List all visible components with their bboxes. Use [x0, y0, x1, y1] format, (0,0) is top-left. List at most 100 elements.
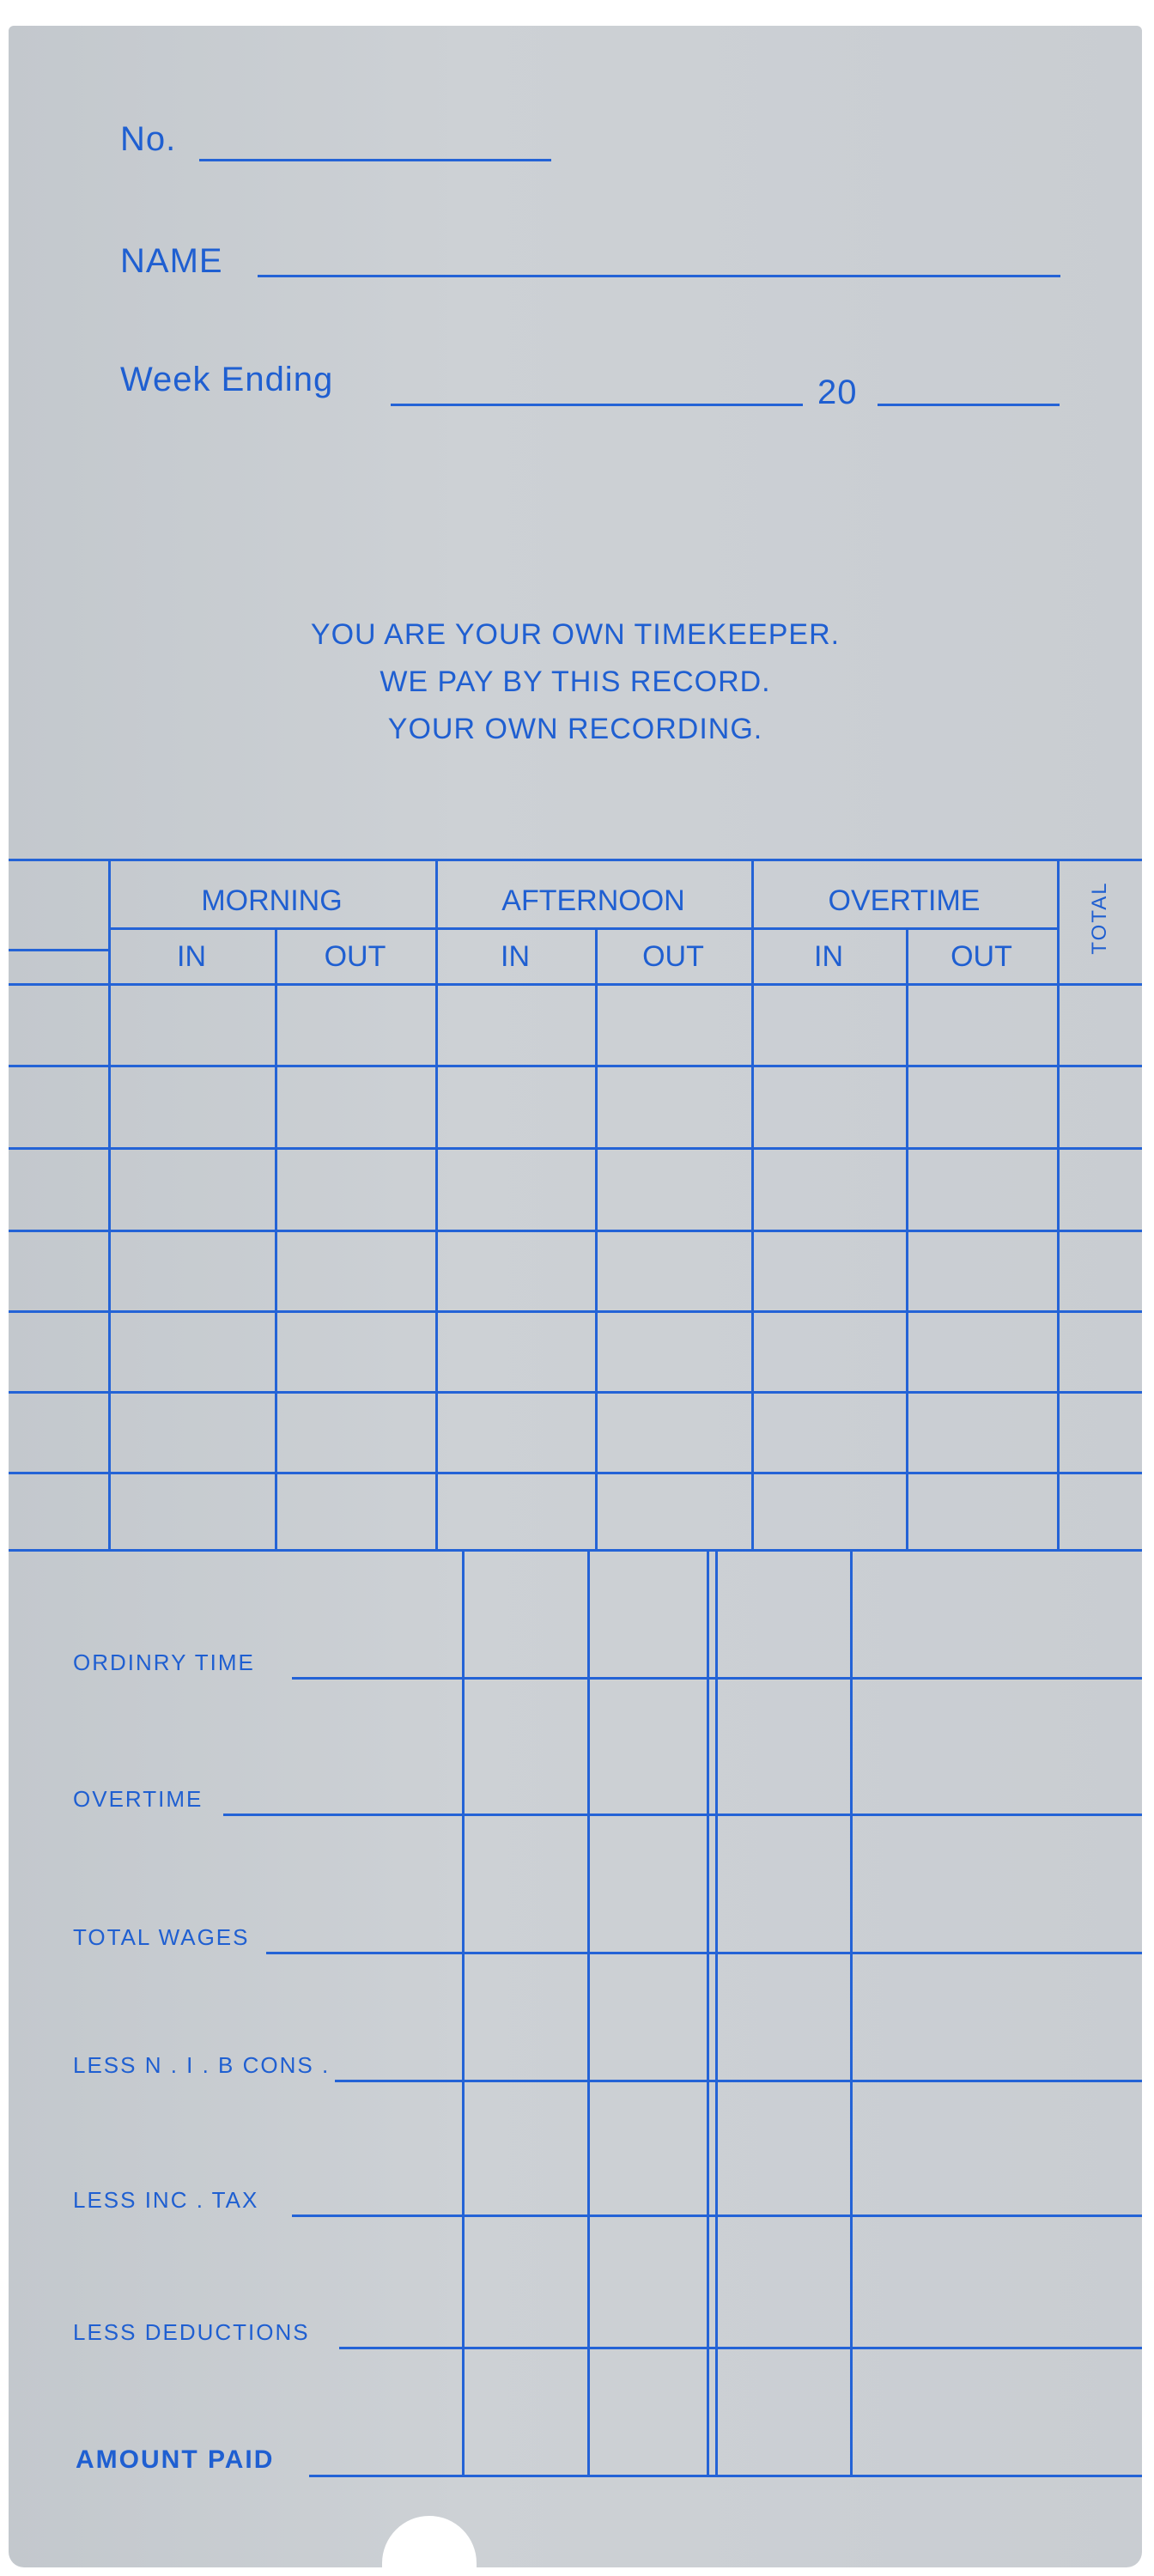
time-cell[interactable] [908, 1067, 1057, 1147]
time-cell[interactable] [438, 1150, 595, 1230]
time-cell[interactable] [438, 986, 595, 1065]
time-cell[interactable] [908, 1474, 1057, 1549]
wages-cell[interactable] [462, 2011, 587, 2080]
week-ending-field[interactable] [391, 404, 803, 406]
time-cell[interactable] [1060, 1150, 1142, 1230]
time-cell[interactable] [598, 1474, 751, 1549]
time-cell[interactable] [1060, 1232, 1142, 1310]
time-cell[interactable] [277, 1313, 435, 1391]
wages-cell[interactable] [462, 1883, 587, 1952]
header-overtime: OVERTIME [828, 884, 981, 917]
wages-cell[interactable] [335, 2011, 462, 2080]
amount-paid-line[interactable] [309, 2475, 1142, 2477]
wages-cell[interactable] [715, 2011, 850, 2080]
wages-cell[interactable] [292, 1608, 462, 1677]
time-cell[interactable] [438, 1313, 595, 1391]
wages-cell[interactable] [715, 2278, 850, 2347]
time-cell[interactable] [111, 986, 275, 1065]
time-cell[interactable] [754, 986, 906, 1065]
wages-cell[interactable] [587, 2146, 707, 2215]
time-cell[interactable] [277, 1150, 435, 1230]
wages-cell[interactable] [715, 2146, 850, 2215]
time-cell[interactable] [111, 1313, 275, 1391]
time-cell[interactable] [754, 1474, 906, 1549]
time-cell[interactable] [908, 1394, 1057, 1472]
wages-cell[interactable] [715, 1883, 850, 1952]
column-line [435, 859, 438, 1549]
year-field[interactable] [878, 404, 1060, 406]
wages-cell[interactable] [850, 1883, 1142, 1952]
time-cell[interactable] [598, 986, 751, 1065]
wages-cell[interactable] [587, 2278, 707, 2347]
time-cell[interactable] [1060, 986, 1142, 1065]
time-cell[interactable] [908, 1232, 1057, 1310]
time-cell[interactable] [754, 1313, 906, 1391]
wages-cell[interactable] [850, 2278, 1142, 2347]
name-field[interactable] [258, 275, 1060, 277]
table-top-border [9, 859, 1142, 861]
time-cell[interactable] [1060, 1067, 1142, 1147]
time-cell[interactable] [111, 1232, 275, 1310]
wages-cell[interactable] [587, 1745, 707, 1814]
wages-cell[interactable] [339, 2278, 462, 2347]
time-cell[interactable] [111, 1474, 275, 1549]
wages-cell[interactable] [850, 1608, 1142, 1677]
column-line [275, 927, 277, 1549]
time-cell[interactable] [11, 986, 108, 1065]
time-cell[interactable] [598, 1150, 751, 1230]
time-cell[interactable] [754, 1067, 906, 1147]
time-cell[interactable] [598, 1067, 751, 1147]
wages-cell[interactable] [587, 1883, 707, 1952]
wages-cell[interactable] [587, 1608, 707, 1677]
time-cell[interactable] [277, 1232, 435, 1310]
wages-cell[interactable] [462, 1608, 587, 1677]
time-cell[interactable] [908, 986, 1057, 1065]
time-cell[interactable] [754, 1232, 906, 1310]
wages-cell[interactable] [462, 1745, 587, 1814]
time-cell[interactable] [277, 1394, 435, 1472]
wages-cell[interactable] [266, 1883, 462, 1952]
time-cell[interactable] [11, 1150, 108, 1230]
number-field[interactable] [199, 159, 551, 161]
time-cell[interactable] [1060, 1474, 1142, 1549]
time-cell[interactable] [438, 1394, 595, 1472]
column-line [751, 859, 754, 1549]
time-cell[interactable] [1060, 1313, 1142, 1391]
time-cell[interactable] [11, 1313, 108, 1391]
time-cell[interactable] [111, 1394, 275, 1472]
time-cell[interactable] [908, 1313, 1057, 1391]
wages-cell[interactable] [850, 2011, 1142, 2080]
time-cell[interactable] [438, 1067, 595, 1147]
wages-cell[interactable] [850, 2146, 1142, 2215]
time-cell[interactable] [754, 1394, 906, 1472]
time-cell[interactable] [11, 1232, 108, 1310]
time-cell[interactable] [598, 1232, 751, 1310]
time-cell[interactable] [277, 986, 435, 1065]
wages-label: TOTAL WAGES [73, 1924, 250, 1950]
time-cell[interactable] [277, 1474, 435, 1549]
time-cell[interactable] [11, 1067, 108, 1147]
time-cell[interactable] [598, 1313, 751, 1391]
time-cell[interactable] [1060, 1394, 1142, 1472]
amount-paid-label: AMOUNT PAID [76, 2445, 275, 2474]
wages-cell[interactable] [462, 2278, 587, 2347]
time-cell[interactable] [277, 1067, 435, 1147]
time-cell[interactable] [598, 1394, 751, 1472]
wages-cell[interactable] [292, 2146, 462, 2215]
row-line [9, 1472, 1142, 1474]
time-cell[interactable] [111, 1150, 275, 1230]
time-cell[interactable] [754, 1150, 906, 1230]
time-cell[interactable] [438, 1474, 595, 1549]
time-cell[interactable] [11, 1394, 108, 1472]
time-cell[interactable] [11, 1474, 108, 1549]
wages-cell[interactable] [715, 1608, 850, 1677]
wages-cell[interactable] [462, 2146, 587, 2215]
wages-row-line [335, 2080, 1142, 2082]
wages-cell[interactable] [223, 1745, 462, 1814]
wages-cell[interactable] [587, 2011, 707, 2080]
wages-cell[interactable] [715, 1745, 850, 1814]
time-cell[interactable] [908, 1150, 1057, 1230]
wages-cell[interactable] [850, 1745, 1142, 1814]
time-cell[interactable] [438, 1232, 595, 1310]
time-cell[interactable] [111, 1067, 275, 1147]
